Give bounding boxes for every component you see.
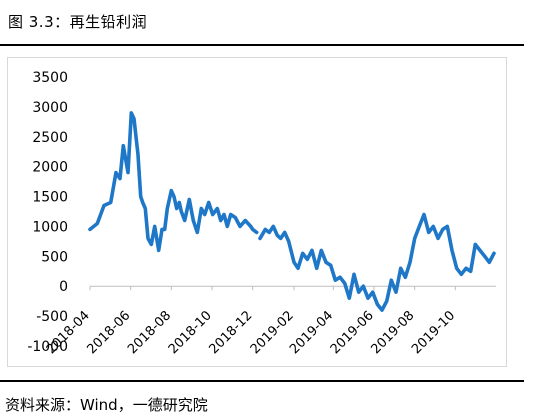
y-tick-label: 1000 <box>32 219 68 235</box>
y-tick-label: -500 <box>36 309 68 325</box>
x-tick-label: 2019-06 <box>328 308 377 357</box>
series-line-segment-1 <box>88 111 259 253</box>
y-tick-label: 3000 <box>32 100 68 116</box>
page-title: 图 3.3：再生铅利润 <box>8 13 148 31</box>
chart-frame <box>7 57 507 367</box>
y-axis: 3500 3000 2500 2000 1500 1000 500 0 -500 -1000 <box>27 70 68 355</box>
x-tick-label: 2018-12 <box>206 308 255 357</box>
x-tick-label: 2019-10 <box>409 308 458 357</box>
x-axis: 2018-042018-062018-082018-102018-122019-… <box>44 286 458 357</box>
footer-divider <box>0 380 524 382</box>
x-tick-label: 2018-10 <box>166 308 215 357</box>
x-tick-label: 2018-08 <box>125 308 174 357</box>
y-tick-label: 2500 <box>32 130 68 146</box>
y-tick-label: 0 <box>59 279 68 295</box>
series-lines <box>88 111 496 312</box>
title-divider <box>0 44 524 46</box>
source-note: 资料来源：Wind，一德研究院 <box>5 396 208 414</box>
x-tick-label: 2019-08 <box>368 308 417 357</box>
y-tick-label: 3500 <box>32 70 68 86</box>
y-tick-label: 2000 <box>32 160 68 176</box>
x-tick-label: 2018-06 <box>84 308 133 357</box>
y-tick-label: -1000 <box>27 339 68 355</box>
y-tick-label: 1500 <box>32 190 68 206</box>
series-line-segment-2 <box>258 212 496 312</box>
y-tick-label: 500 <box>41 249 68 265</box>
x-tick-label: 2019-04 <box>287 308 336 357</box>
